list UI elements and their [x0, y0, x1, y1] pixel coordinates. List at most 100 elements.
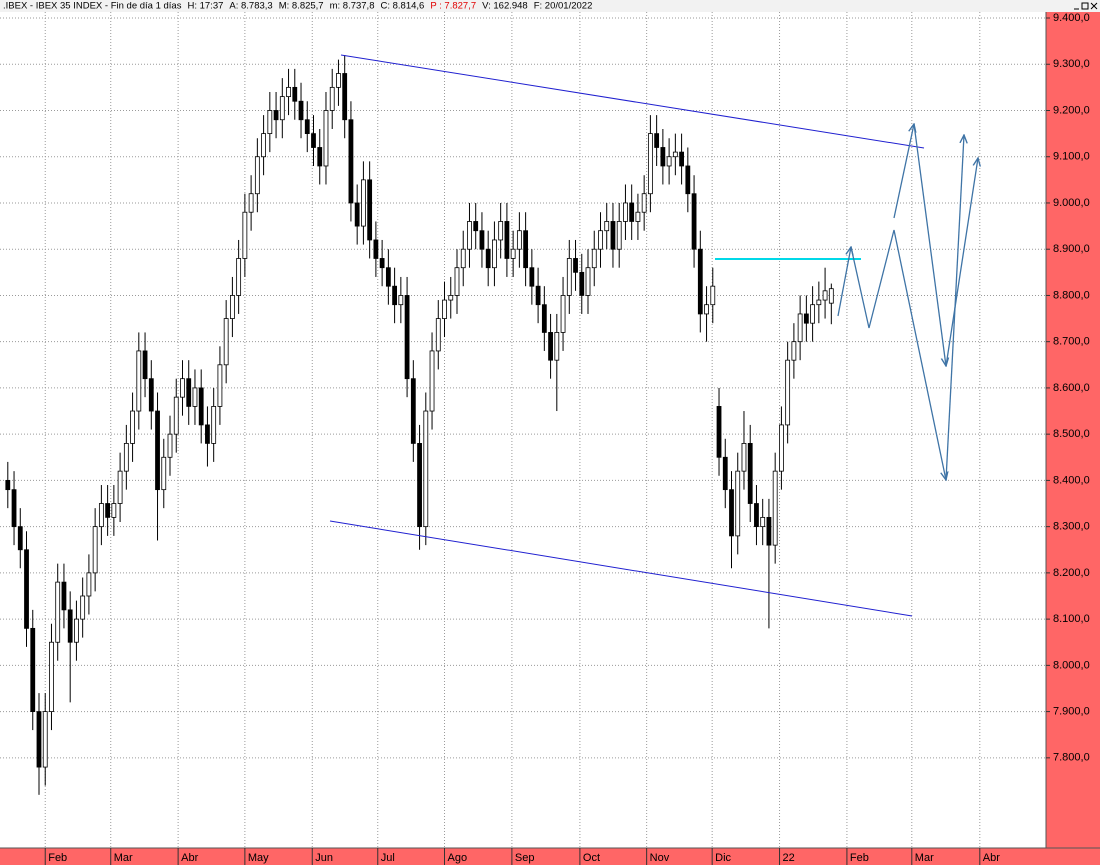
candle-body: [248, 193, 254, 213]
trend-line: [329, 520, 913, 617]
candle-body: [105, 503, 111, 518]
candle-body: [535, 285, 541, 306]
candle-body: [361, 179, 366, 227]
candle-body: [417, 443, 422, 528]
window-controls: [1074, 2, 1098, 10]
candle-body: [710, 285, 716, 306]
candle-body: [828, 288, 834, 304]
candle-body: [735, 470, 741, 537]
y-tick-label: 9.400,0: [1053, 12, 1090, 24]
candle-body: [148, 378, 154, 412]
candle-body: [311, 133, 316, 148]
y-tick-label: 7.800,0: [1053, 752, 1090, 764]
candle-body: [816, 299, 822, 306]
y-tick-label: 8.600,0: [1053, 382, 1090, 394]
y-tick-label: 8.900,0: [1053, 243, 1090, 255]
candle-body: [666, 156, 672, 167]
header-info: M: 8.825,7: [279, 1, 324, 12]
candle-body: [429, 350, 435, 412]
candle-body: [130, 410, 135, 444]
candle-body: [211, 406, 217, 444]
x-tick-label: Mar: [915, 852, 934, 864]
candle-body: [716, 406, 722, 458]
candle-body: [529, 267, 535, 287]
y-tick-label: 8.400,0: [1053, 474, 1090, 486]
candle-body: [267, 110, 273, 135]
candle-body: [323, 110, 329, 167]
candle-body: [623, 202, 628, 222]
candle-body: [616, 221, 622, 250]
trend-line: [340, 54, 925, 149]
candle-body: [86, 572, 92, 597]
header-info: V: 162.948: [482, 1, 528, 12]
candle-body: [17, 526, 23, 551]
x-tick-label: May: [248, 852, 269, 864]
candle-body: [566, 258, 572, 296]
candle-body: [548, 332, 553, 361]
candle-body: [479, 230, 485, 250]
candle-body: [610, 221, 616, 250]
candle-body: [67, 609, 73, 643]
candle-body: [697, 248, 703, 315]
candle-body: [504, 221, 510, 259]
candle-body: [467, 221, 472, 250]
candle-body: [205, 424, 210, 444]
candle-body: [279, 96, 285, 121]
x-tick-label: Ago: [448, 852, 468, 864]
candle-body: [367, 179, 373, 241]
candles: [5, 55, 834, 795]
x-tick-label: Mar: [114, 852, 133, 864]
y-axis-panel: [1046, 12, 1100, 848]
axes: 7.800,0 7.900,0 8.000,0 8.100,0 8.200,0 8.300…: [44, 12, 1090, 865]
candle-body: [822, 290, 828, 301]
candle-body: [473, 221, 479, 232]
x-tick-label: Abr: [983, 852, 1000, 864]
projection-arrow: [893, 124, 914, 219]
x-tick-label: Abr: [181, 852, 198, 864]
header-info: H: 17:37: [187, 1, 223, 12]
header: .IBEX - IBEX 35 INDEX - Fin de día 1 día…: [3, 1, 592, 12]
candle-body: [492, 239, 497, 269]
candle-body: [747, 443, 753, 504]
candle-body: [523, 230, 529, 269]
candle-body: [217, 364, 223, 407]
candle-body: [286, 86, 291, 98]
candle-body: [117, 470, 123, 504]
maximize-icon[interactable]: [1081, 2, 1089, 10]
candle-body: [791, 341, 797, 361]
candle-body: [24, 549, 29, 629]
candle-body: [55, 581, 61, 643]
candle-body: [155, 410, 160, 491]
candle-body: [579, 271, 585, 296]
y-tick-label: 8.700,0: [1053, 336, 1090, 348]
x-tick-label: Nov: [650, 852, 670, 864]
candle-body: [741, 443, 747, 472]
candle-body: [354, 202, 360, 227]
candle-body: [598, 230, 603, 250]
header-info: C: 8.814,6: [380, 1, 424, 12]
candle-body: [123, 443, 129, 472]
candle-body: [685, 165, 691, 195]
candle-body: [342, 73, 348, 121]
y-tick-label: 9.200,0: [1053, 104, 1090, 116]
y-tick-label: 8.200,0: [1053, 567, 1090, 579]
header-info: A: 8.783,3: [229, 1, 272, 12]
candle-body: [229, 295, 235, 319]
x-tick-label: Sep: [515, 852, 535, 864]
candle-body: [173, 396, 179, 435]
candle-body: [261, 133, 266, 158]
candle-body: [435, 318, 441, 352]
candle-body: [373, 239, 379, 259]
candle-body: [510, 248, 516, 259]
candle-body: [573, 258, 578, 273]
y-tick-label: 9.100,0: [1053, 151, 1090, 163]
y-tick-label: 9.300,0: [1053, 58, 1090, 70]
close-icon[interactable]: [1090, 2, 1098, 10]
candle-body: [654, 133, 660, 148]
candle-body: [541, 304, 547, 333]
candle-body: [236, 258, 242, 296]
candle-body: [754, 503, 759, 528]
candle-body: [629, 202, 635, 222]
candle-body: [772, 470, 778, 546]
projection-arrow: [913, 123, 946, 366]
